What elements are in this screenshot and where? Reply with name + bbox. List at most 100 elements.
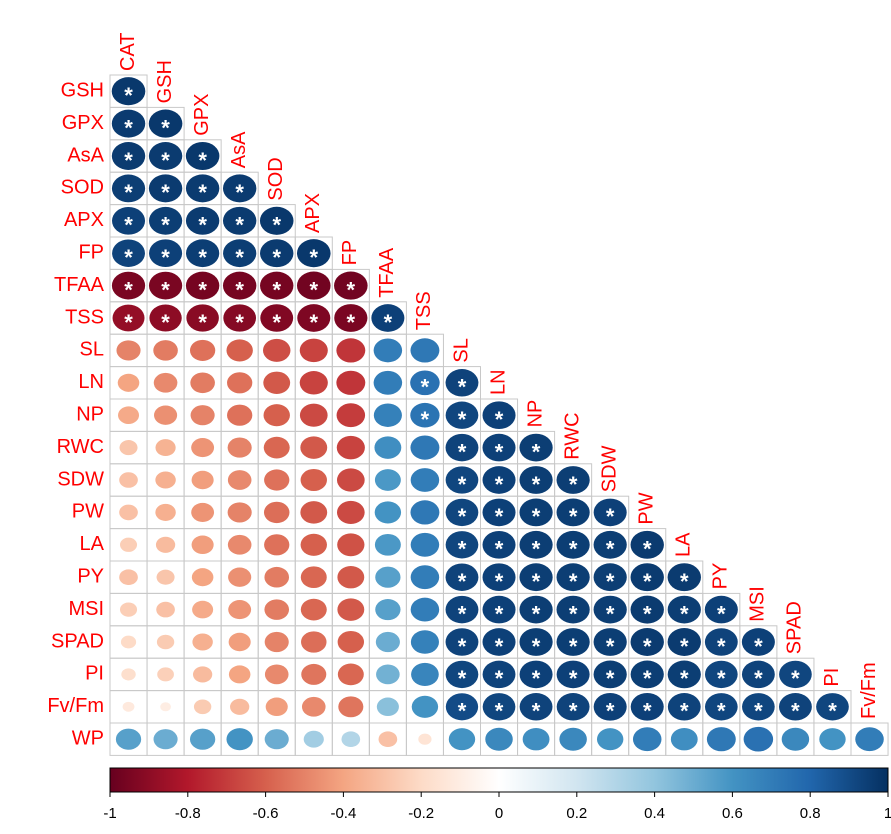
corr-ellipse [448,728,476,751]
significance-star: * [198,213,207,238]
corr-ellipse [371,304,405,332]
corr-ellipse [485,727,513,751]
significance-star: * [272,213,281,238]
corr-ellipse [375,566,401,588]
column-label: APX [302,193,324,233]
corr-ellipse [482,595,516,624]
column-label: SOD [265,157,287,200]
corr-ellipse [263,436,290,459]
corr-ellipse [445,628,479,656]
corr-ellipse [445,466,479,494]
significance-star: * [384,310,393,335]
corr-ellipse [260,271,294,300]
corr-ellipse [111,174,146,203]
corr-ellipse [410,468,440,492]
significance-star: * [458,537,467,562]
corr-ellipse [336,338,366,363]
corr-ellipse [301,663,327,685]
row-label: PI [85,663,104,685]
column-label: PW [636,492,658,524]
corr-ellipse [117,373,140,392]
significance-star: * [495,504,504,529]
corr-ellipse [112,239,145,267]
corr-ellipse [264,664,289,685]
corr-ellipse [375,599,401,621]
significance-star: * [458,601,467,626]
significance-star: * [161,277,170,302]
significance-star: * [161,310,170,335]
corr-ellipse [112,304,145,332]
significance-star: * [458,375,467,400]
row-label: APX [64,209,104,231]
significance-star: * [717,699,726,724]
corr-ellipse [191,502,215,522]
corr-ellipse [410,532,440,557]
corr-ellipse [741,660,775,689]
colorbar-tick-label: 0.2 [566,805,587,822]
corr-ellipse [120,537,138,552]
corr-ellipse [112,206,146,235]
colorbar-tick-label: -0.4 [330,805,356,822]
corr-ellipse [482,563,516,592]
row-label: FP [78,241,104,263]
significance-star: * [754,666,763,691]
row-label: NP [76,403,104,425]
corr-ellipse [374,501,402,524]
colorbar-tick-label: -0.2 [408,805,434,822]
significance-star: * [606,537,615,562]
corr-ellipse [336,500,365,524]
significance-star: * [235,310,244,335]
corr-ellipse [228,567,252,587]
corr-ellipse [482,693,516,721]
corr-ellipse [223,304,257,332]
significance-star: * [347,277,356,302]
cell [850,722,889,756]
corr-ellipse [228,665,251,684]
row-label: AsA [67,144,104,166]
corr-ellipse [115,728,142,750]
corr-ellipse [148,109,183,138]
corr-ellipse [300,533,327,556]
corr-ellipse [593,498,627,527]
corr-ellipse [336,468,365,492]
corr-ellipse [230,698,250,715]
significance-star: * [754,699,763,724]
significance-star: * [124,245,133,270]
corr-ellipse [185,271,220,300]
corr-ellipse [148,174,183,203]
significance-star: * [272,310,281,335]
corr-ellipse [519,595,553,624]
corr-ellipse [336,403,366,428]
column-label: SL [450,338,472,362]
row-label: SL [80,339,104,361]
corr-ellipse [296,239,331,268]
corr-ellipse [111,109,146,138]
significance-star: * [606,601,615,626]
corr-ellipse [630,628,664,656]
corr-ellipse [148,206,183,235]
corr-ellipse [301,696,326,717]
corr-ellipse [185,141,220,171]
significance-star: * [495,601,504,626]
corr-ellipse [445,433,479,462]
significance-star: * [161,115,170,140]
corr-ellipse [154,405,178,425]
corr-ellipse [264,469,290,491]
colorbar-tick-label: 0.6 [722,805,743,822]
corr-ellipse [226,339,253,362]
significance-star: * [347,310,356,335]
corr-ellipse [227,534,252,555]
corr-ellipse [519,660,553,689]
corr-ellipse [227,404,253,426]
column-label: TFAA [376,247,398,298]
corr-ellipse [341,731,361,748]
corr-ellipse [667,693,701,721]
corr-ellipse [337,598,365,621]
corr-ellipse [192,633,213,651]
corr-ellipse [122,701,135,712]
corr-ellipse [593,660,627,689]
corr-ellipse [482,660,516,689]
corr-ellipse [265,697,288,717]
corr-ellipse [185,206,220,235]
significance-star: * [680,569,689,594]
